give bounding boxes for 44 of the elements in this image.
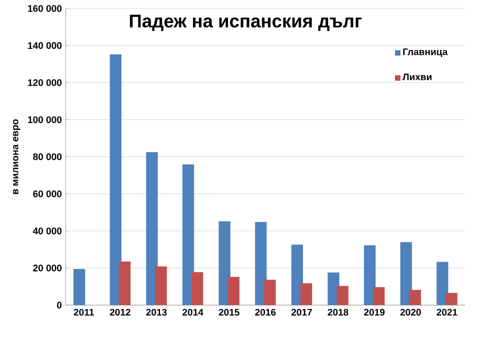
x-tick-label: 2020 — [400, 308, 421, 316]
bar — [155, 266, 167, 306]
bar — [400, 242, 412, 306]
bar — [255, 222, 267, 306]
x-tick-label: 2017 — [291, 308, 312, 316]
y-tick-label: 0 — [57, 302, 62, 308]
y-tick-label: 80 000 — [33, 153, 62, 160]
bar — [364, 245, 376, 306]
bar — [373, 287, 385, 306]
x-tick-label: 2021 — [436, 308, 458, 316]
x-tick-label: 2019 — [364, 308, 385, 316]
y-tick-label: 120 000 — [28, 79, 62, 86]
y-tick-label: 60 000 — [33, 190, 62, 198]
bar — [300, 283, 312, 306]
x-tick-label: 2012 — [110, 308, 130, 316]
bar — [228, 276, 240, 306]
y-tick-label: 40 000 — [32, 228, 62, 234]
y-tick-label: 140 000 — [28, 42, 62, 49]
bar — [264, 280, 276, 306]
legend-label: Лихви — [402, 74, 432, 80]
x-tick-label: 2016 — [255, 308, 276, 316]
y-tick-label: 20 000 — [33, 264, 62, 272]
y-axis-title: в милиона евро — [13, 119, 20, 194]
legend-label: Главница — [403, 48, 448, 57]
x-tick-label: 2013 — [146, 308, 167, 316]
bar — [436, 262, 448, 306]
y-tick-label: 100 000 — [28, 116, 62, 124]
bar — [73, 268, 86, 306]
bar — [291, 244, 303, 306]
bar — [182, 164, 194, 306]
bar — [146, 152, 158, 306]
bar — [110, 54, 122, 306]
bar — [218, 221, 230, 306]
bar — [118, 262, 131, 306]
x-tick-label: 2014 — [182, 308, 204, 316]
bar — [409, 290, 422, 306]
x-tick-label: 2011 — [74, 308, 94, 316]
chart-title: Падеж на испанския дълг — [130, 14, 362, 32]
bar — [336, 286, 348, 306]
y-tick-label: 160 000 — [28, 5, 62, 12]
x-tick-label: 2015 — [218, 308, 240, 316]
bar — [446, 292, 458, 306]
x-tick-label: 2018 — [328, 308, 348, 316]
bar — [191, 272, 204, 306]
